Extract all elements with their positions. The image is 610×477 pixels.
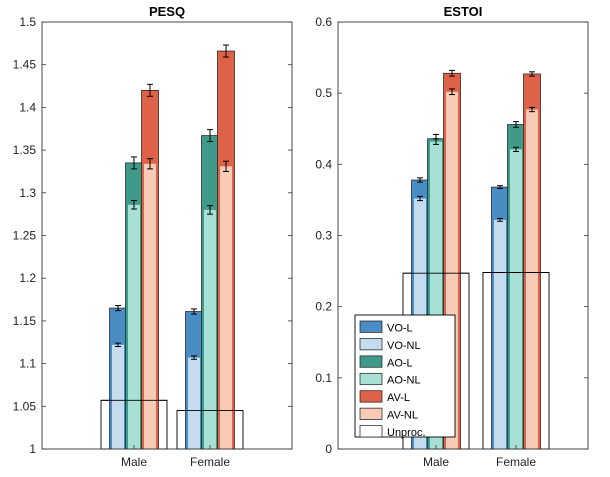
y-tick-label: 1.05	[13, 399, 37, 413]
bar-ao-nl	[510, 149, 522, 449]
legend-label: AO-L	[387, 357, 413, 369]
y-tick-label: 0.2	[315, 300, 332, 314]
bar-av-nl	[144, 163, 156, 450]
axes-box	[41, 21, 293, 450]
bar-vo-nl	[188, 357, 200, 449]
legend-swatch-ao-nl	[359, 372, 383, 386]
axes-box	[337, 21, 589, 450]
legend-swatch-av-l	[359, 390, 383, 403]
y-tick-label: 1	[29, 442, 36, 456]
x-tick-label: Female	[190, 455, 230, 469]
legend-label: AV-L	[387, 392, 410, 404]
chart-title: ESTOI	[444, 4, 483, 19]
y-tick-label: 1.4	[19, 100, 36, 114]
y-tick-label: 0.6	[315, 15, 332, 29]
legend-swatch-vo-nl	[359, 338, 383, 351]
group-female	[482, 71, 550, 450]
y-tick-label: 0.3	[315, 229, 332, 243]
y-tick-label: 1.45	[13, 58, 37, 72]
legend: VO-L VO-NL AO-L AO-NL AV-L AV-NL Unproc.	[354, 314, 456, 439]
legend-label: VO-NL	[387, 340, 421, 352]
x-tick-label: Female	[496, 455, 536, 469]
legend-label: AO-NL	[387, 375, 421, 387]
bar-av-nl	[220, 166, 232, 450]
y-tick-label: 1.1	[19, 357, 36, 371]
group-female	[176, 44, 244, 450]
legend-swatch-vo-l	[359, 320, 383, 333]
group-male	[100, 83, 168, 450]
y-tick-label: 0.4	[315, 157, 332, 171]
y-tick-label: 0.5	[315, 86, 332, 100]
y-tick-label: 0	[325, 442, 332, 456]
y-tick-label: 1.3	[19, 186, 36, 200]
bar-vo-nl	[494, 219, 506, 449]
chart-title: PESQ	[149, 4, 185, 19]
y-tick-label: 1.2	[19, 271, 36, 285]
y-tick-label: 0.1	[315, 371, 332, 385]
bar-vo-nl	[112, 344, 124, 449]
legend-swatch-unproc	[359, 425, 383, 438]
y-tick-label: 1.35	[13, 143, 37, 157]
bar-ao-nl	[204, 209, 216, 449]
bar-av-nl	[526, 109, 538, 449]
bar-ao-nl	[128, 204, 140, 449]
legend-swatch-ao-l	[359, 355, 383, 368]
legend-swatch-av-nl	[359, 407, 383, 420]
legend-label: VO-L	[387, 322, 413, 334]
x-tick-label: Male	[121, 455, 147, 469]
legend-label: Unproc.	[387, 427, 426, 439]
y-tick-label: 1.15	[13, 314, 37, 328]
y-tick-label: 1.5	[19, 15, 36, 29]
y-tick-label: 1.25	[13, 229, 37, 243]
panel-pesq: PESQ 1 1.05 1.1 1.15 1.2 1.25 1.3 1.35 1.4 1.45 1.5…	[13, 4, 293, 469]
legend-label: AV-NL	[387, 410, 418, 422]
x-tick-label: Male	[423, 455, 449, 469]
